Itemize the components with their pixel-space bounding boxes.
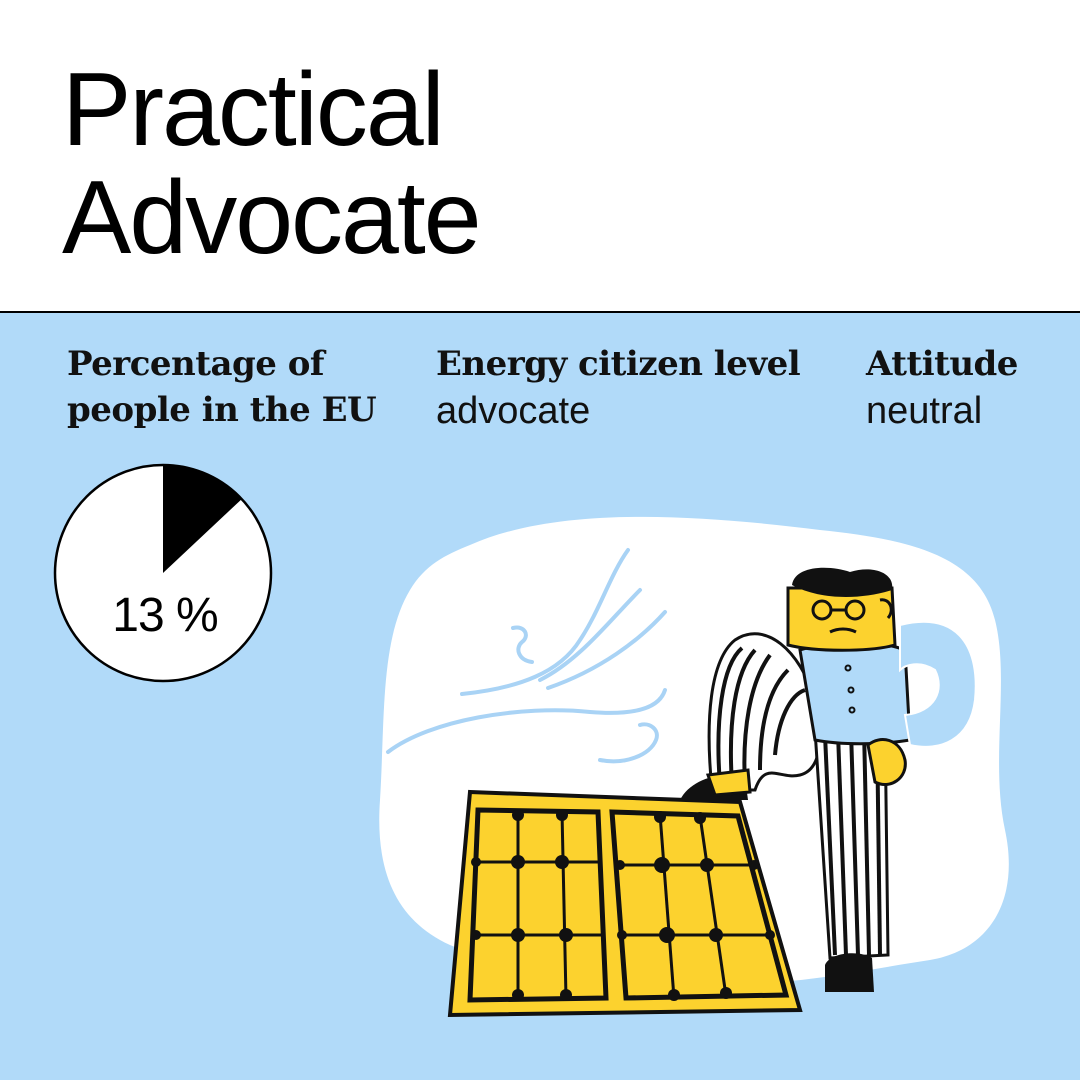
attitude-label: Attitude bbox=[866, 344, 1018, 384]
percentage-label: Percentage of people in the EU bbox=[67, 341, 377, 433]
level-label: Energy citizen level bbox=[436, 344, 801, 384]
illustration bbox=[379, 516, 1009, 1018]
pie-slice bbox=[163, 465, 242, 573]
title-line-2: Advocate bbox=[62, 160, 482, 276]
person-icon bbox=[680, 567, 977, 992]
page-title: Practical Advocate bbox=[62, 52, 482, 276]
attitude-value: neutral bbox=[866, 390, 983, 432]
percentage-label-line-2: people in the EU bbox=[67, 390, 377, 430]
level-value: advocate bbox=[436, 390, 591, 432]
percentage-value: 13 % bbox=[112, 589, 218, 642]
header-divider bbox=[0, 311, 1080, 313]
percentage-label-line-1: Percentage of bbox=[67, 344, 325, 384]
percentage-pie-chart bbox=[53, 463, 273, 683]
solar-panel-icon bbox=[447, 789, 803, 1018]
wind-gust-icon bbox=[386, 548, 667, 764]
title-line-1: Practical bbox=[62, 52, 445, 168]
header: Practical Advocate bbox=[0, 0, 1080, 311]
